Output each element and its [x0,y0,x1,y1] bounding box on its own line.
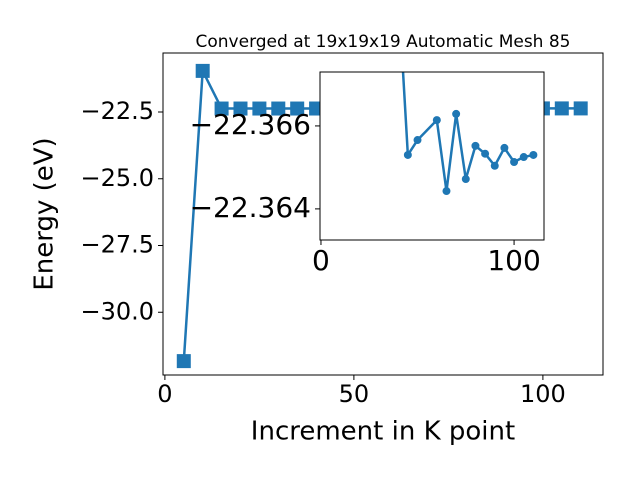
data-point [471,141,480,150]
data-point [252,101,267,116]
data-point [195,63,210,78]
data-point [490,161,499,170]
y-tick-label: −30.0 [80,297,154,325]
data-point [214,101,229,116]
data-point [500,143,509,152]
y-tick-label: −27.5 [80,231,154,259]
y-axis-label: Energy (eV) [30,137,60,290]
chart-title: Converged at 19x19x19 Automatic Mesh 85 [196,32,571,52]
data-point [573,101,588,116]
x-tick-label: 100 [487,244,540,277]
y-tick-label: −22.366 [190,108,311,141]
data-point [432,116,441,125]
y-tick-label: −22.5 [80,97,154,125]
data-point [461,175,470,184]
y-tick-label: −22.364 [190,191,311,224]
axes-frame [162,52,604,376]
data-point [481,149,490,158]
y-tick-label: −25.0 [80,164,154,192]
x-tick-label: 0 [312,244,330,277]
axes-frame [319,71,545,241]
x-tick-label: 0 [157,380,172,408]
data-point [442,187,451,196]
data-point [290,101,305,116]
inset-background [320,72,544,240]
data-point [413,136,422,145]
data-point [176,354,191,369]
data-point [554,101,569,116]
plot-area [401,72,538,196]
x-tick-label: 50 [339,380,370,408]
data-point [403,150,412,159]
data-point [510,158,519,167]
data-point [529,150,538,159]
data-point [271,101,286,116]
data-point [519,153,528,162]
data-point [233,101,248,116]
data-point [452,109,461,118]
x-axis-label: Increment in K point [251,417,515,447]
x-tick-label: 100 [520,380,566,408]
